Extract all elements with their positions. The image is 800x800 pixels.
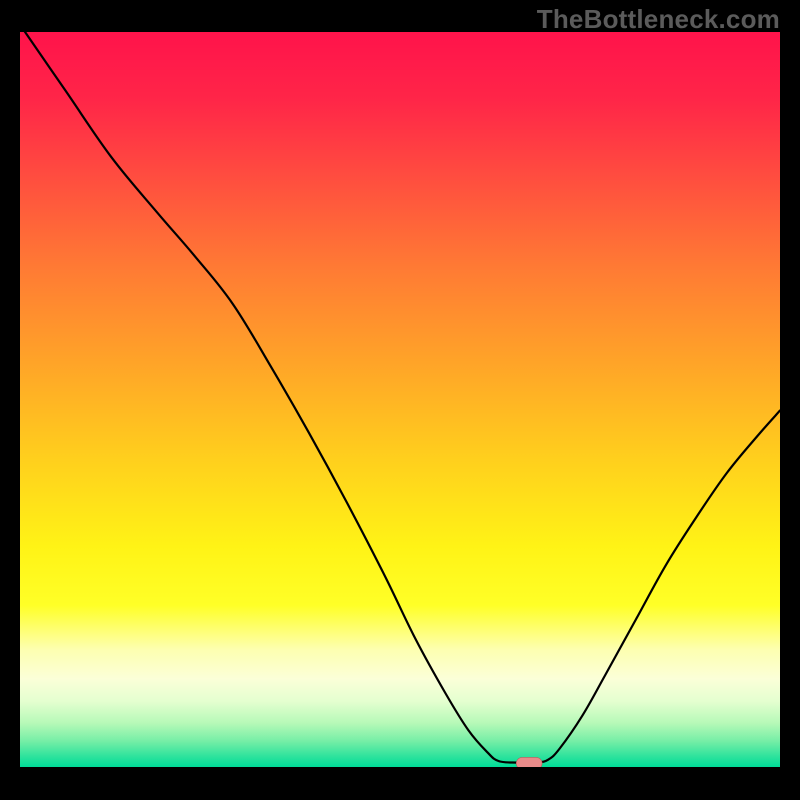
gradient-background xyxy=(20,32,780,767)
optimum-marker xyxy=(516,757,542,767)
plot-area xyxy=(20,32,780,767)
chart-container: TheBottleneck.com xyxy=(0,0,800,800)
chart-svg xyxy=(20,32,780,767)
watermark-text: TheBottleneck.com xyxy=(537,4,780,35)
